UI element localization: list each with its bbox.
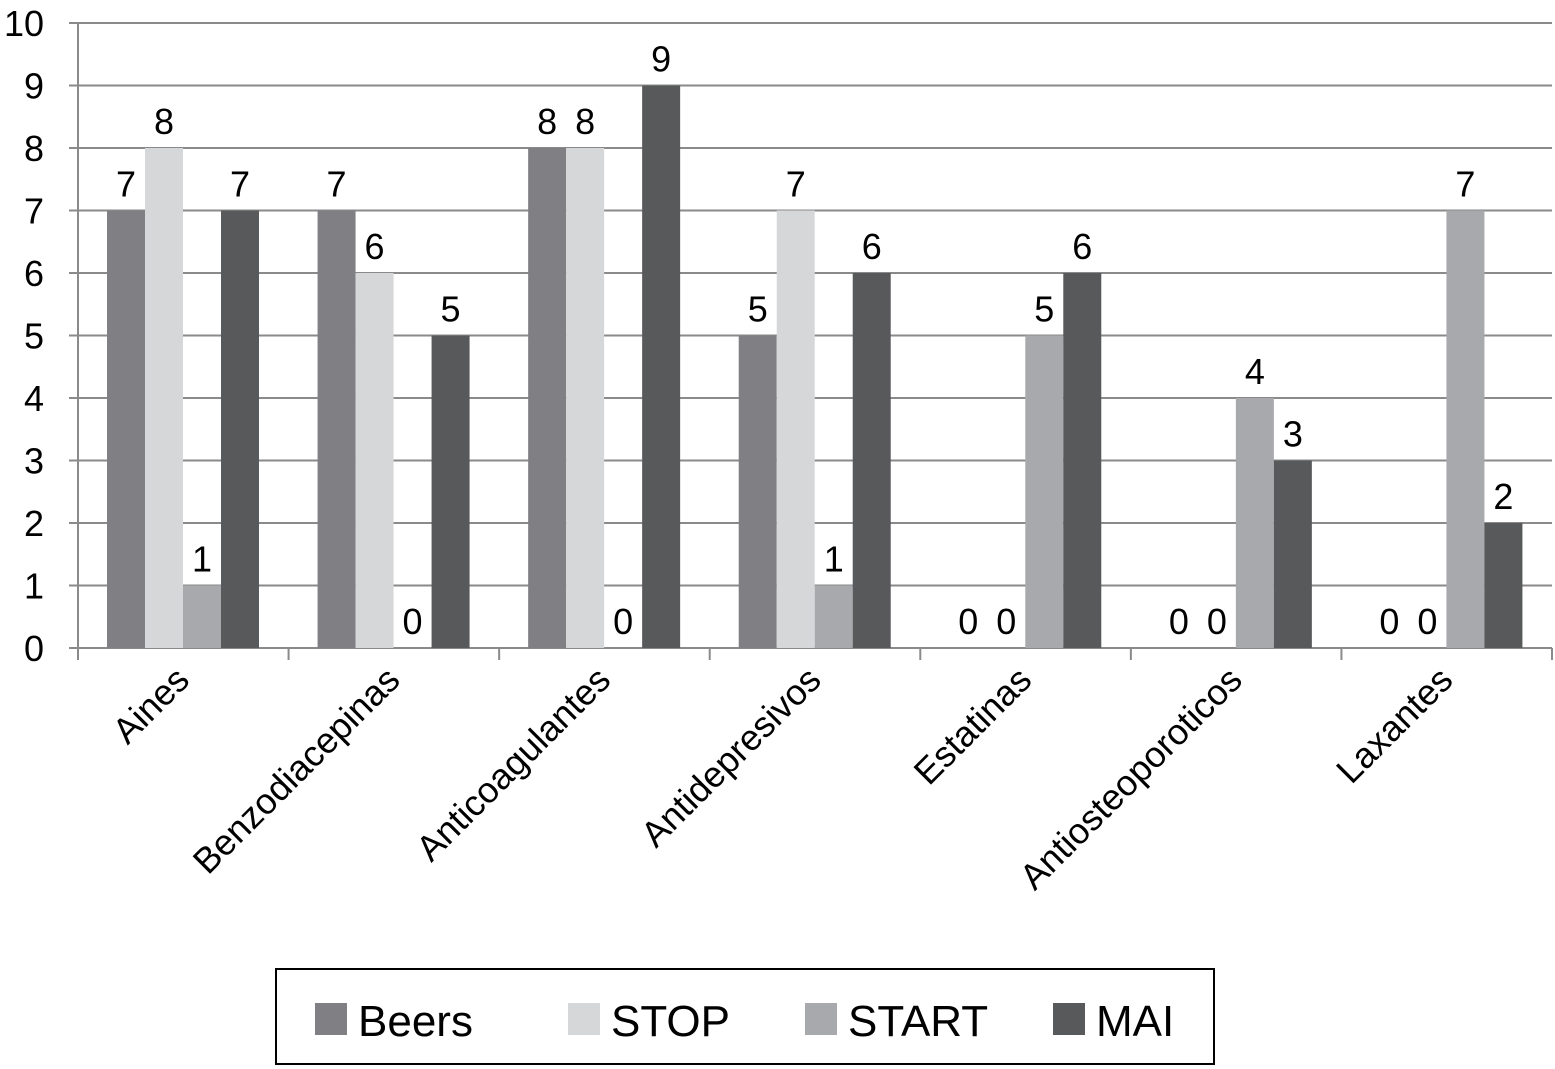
x-category-label: Anticoagulantes bbox=[408, 659, 618, 869]
data-label: 2 bbox=[1493, 476, 1513, 517]
y-tick-label: 0 bbox=[24, 628, 44, 669]
x-category-label: Laxantes bbox=[1328, 659, 1460, 791]
data-label: 7 bbox=[327, 164, 347, 205]
x-category-label: Benzodiacepinas bbox=[185, 659, 408, 882]
legend-swatch-stop bbox=[568, 1003, 600, 1035]
x-category-label: Aines bbox=[104, 659, 197, 752]
bar-stop bbox=[355, 273, 394, 648]
bar-start bbox=[1235, 398, 1274, 648]
data-label: 0 bbox=[613, 601, 633, 642]
legend-swatch-start bbox=[805, 1003, 837, 1035]
data-label: 8 bbox=[537, 101, 557, 142]
x-category-label: Antiosteoporoticos bbox=[1011, 659, 1249, 897]
y-tick-label: 9 bbox=[24, 66, 44, 107]
data-label: 1 bbox=[824, 539, 844, 580]
data-label: 9 bbox=[651, 39, 671, 80]
legend-swatch-beers bbox=[315, 1003, 347, 1035]
y-tick-label: 4 bbox=[24, 378, 44, 419]
gridlines bbox=[78, 22, 1552, 587]
data-label: 5 bbox=[441, 289, 461, 330]
y-tick-label: 1 bbox=[24, 566, 44, 607]
data-label: 0 bbox=[958, 601, 978, 642]
bar-mai bbox=[642, 85, 681, 648]
bar-stop bbox=[776, 210, 815, 648]
bar-beers bbox=[738, 335, 777, 648]
legend-swatch-mai bbox=[1053, 1003, 1085, 1035]
bar-mai bbox=[1063, 273, 1102, 648]
data-label: 8 bbox=[575, 101, 595, 142]
legend-label-mai: MAI bbox=[1096, 997, 1174, 1046]
x-category-label: Antidepresivos bbox=[633, 659, 829, 855]
data-label: 5 bbox=[748, 289, 768, 330]
y-tick-label: 5 bbox=[24, 316, 44, 357]
y-tick-label: 10 bbox=[4, 3, 44, 44]
data-label: 7 bbox=[116, 164, 136, 205]
y-tick-label: 8 bbox=[24, 128, 44, 169]
bar-start bbox=[1446, 210, 1485, 648]
bar-mai bbox=[852, 273, 891, 648]
bar-mai bbox=[1484, 523, 1523, 648]
bar-mai bbox=[221, 210, 259, 648]
y-tick-label: 2 bbox=[24, 503, 44, 544]
bar-mai bbox=[1273, 460, 1312, 648]
data-label: 6 bbox=[1072, 226, 1092, 267]
legend-label-beers: Beers bbox=[358, 997, 473, 1046]
bar-beers bbox=[107, 210, 145, 648]
legend-label-start: START bbox=[848, 997, 988, 1046]
bar-stop bbox=[566, 148, 605, 648]
bar-start bbox=[814, 585, 853, 648]
legend: Beers STOP START MAI bbox=[275, 968, 1215, 1065]
bar-stop bbox=[145, 148, 183, 648]
data-label: 0 bbox=[1417, 601, 1437, 642]
bar-beers bbox=[528, 148, 567, 648]
data-label: 3 bbox=[1283, 414, 1303, 455]
bar-start bbox=[183, 585, 221, 648]
data-label: 0 bbox=[403, 601, 423, 642]
data-label: 5 bbox=[1034, 289, 1054, 330]
data-label: 0 bbox=[1169, 601, 1189, 642]
data-label: 0 bbox=[996, 601, 1016, 642]
x-category-label: Estatinas bbox=[906, 659, 1040, 793]
bar-mai bbox=[431, 335, 470, 648]
data-label: 1 bbox=[192, 539, 212, 580]
legend-box bbox=[275, 968, 1215, 1065]
bar-beers bbox=[317, 210, 356, 648]
y-tick-label: 7 bbox=[24, 191, 44, 232]
bar-start bbox=[1025, 335, 1064, 648]
data-label: 0 bbox=[1379, 601, 1399, 642]
y-tick-label: 3 bbox=[24, 441, 44, 482]
legend-label-stop: STOP bbox=[611, 997, 730, 1046]
data-label: 8 bbox=[154, 101, 174, 142]
data-label: 6 bbox=[862, 226, 882, 267]
y-tick-label: 6 bbox=[24, 253, 44, 294]
data-label: 7 bbox=[786, 164, 806, 205]
data-label: 0 bbox=[1207, 601, 1227, 642]
data-label: 7 bbox=[1455, 164, 1475, 205]
data-label: 7 bbox=[230, 164, 250, 205]
data-label: 6 bbox=[365, 226, 385, 267]
bars bbox=[107, 85, 1523, 648]
data-label: 4 bbox=[1245, 351, 1265, 392]
